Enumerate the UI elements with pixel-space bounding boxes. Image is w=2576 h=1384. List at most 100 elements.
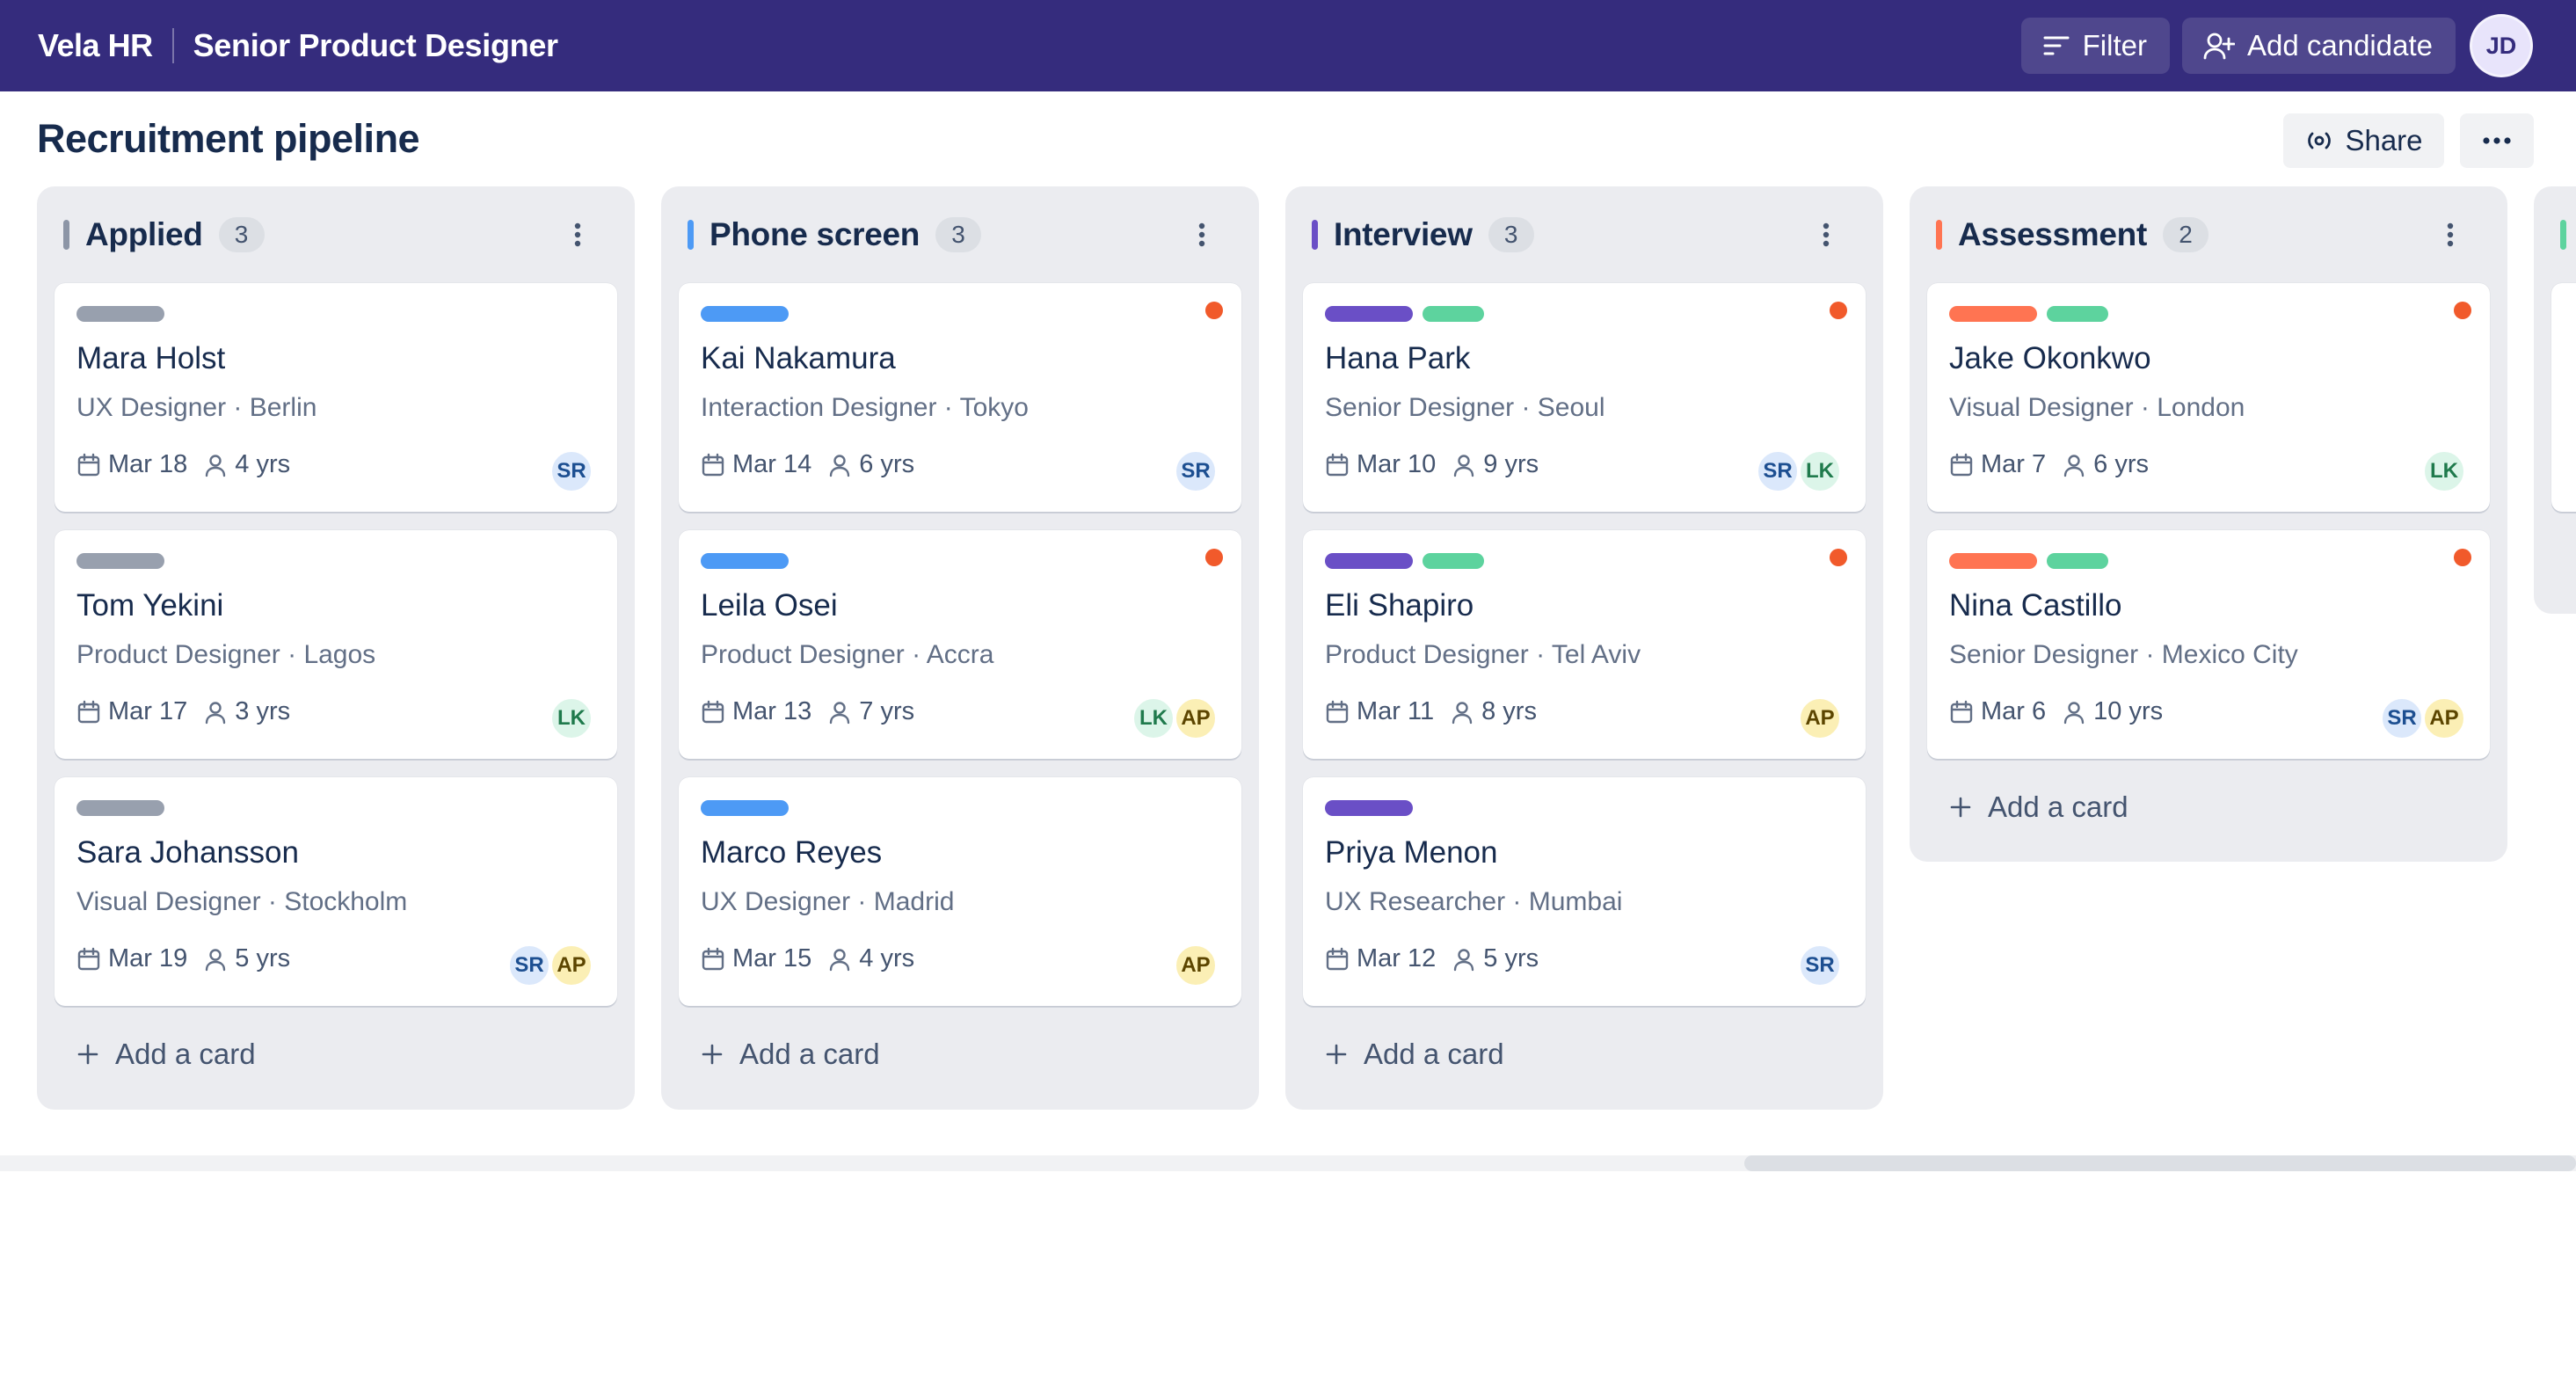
card-labels	[1325, 553, 1494, 569]
assignee-avatar[interactable]: LK	[1798, 449, 1842, 493]
calendar-icon	[702, 453, 724, 476]
assignee-avatar[interactable]: AP	[2422, 696, 2466, 740]
candidate-card[interactable]: Hana Park Senior Designer · Seoul Mar 10 9 …	[1303, 283, 1866, 512]
scrollbar-thumb[interactable]	[1744, 1155, 2576, 1171]
add-user-icon	[2203, 33, 2235, 60]
candidate-name: Nina Castillo	[1949, 588, 2122, 623]
experience: 6 yrs	[859, 450, 915, 478]
candidate-card[interactable]: Jake Okonkwo Visual Designer · London Mar …	[1927, 283, 2490, 512]
horizontal-scrollbar[interactable]	[0, 1155, 2576, 1171]
card-label[interactable]	[1423, 553, 1484, 569]
card-assignees: SR	[549, 449, 593, 493]
applied-date: Mar 14	[732, 450, 812, 478]
candidate-name: Tom Yekini	[76, 588, 224, 623]
assignee-avatar[interactable]: AP	[1174, 696, 1218, 740]
candidate-card[interactable]: Leila Osei Product Designer · Accra Mar 13…	[679, 530, 1241, 759]
column-menu-button[interactable]	[1804, 213, 1848, 257]
candidate-card[interactable]: Sara Johansson Visual Designer · Stockhol…	[55, 777, 617, 1006]
card-label[interactable]	[2047, 553, 2108, 569]
card-meta: Mar 17 3 yrs	[76, 697, 290, 726]
card-assignees: LK	[2422, 449, 2466, 493]
card-assignees: LK	[549, 696, 593, 740]
candidate-card[interactable]	[2551, 283, 2576, 512]
card-meta: Mar 13 7 yrs	[701, 697, 914, 726]
column-menu-button[interactable]	[2428, 213, 2472, 257]
assignee-avatar[interactable]: SR	[1174, 449, 1218, 493]
card-assignees: LK AP	[1132, 696, 1218, 740]
add-card-label: Add a card	[115, 1038, 256, 1070]
card-label[interactable]	[1423, 306, 1484, 322]
priority-dot	[1830, 549, 1847, 566]
candidate-role: Product Designer · Tel Aviv	[1325, 640, 1641, 669]
card-labels	[1325, 306, 1494, 322]
column-accent	[1936, 220, 1942, 250]
card-label[interactable]	[701, 800, 789, 816]
column-title: Applied	[85, 216, 203, 252]
candidate-card[interactable]: Tom Yekini Product Designer · Lagos Mar 17…	[55, 530, 617, 759]
card-label[interactable]	[1949, 306, 2037, 322]
person-icon	[206, 454, 226, 477]
assignee-avatar[interactable]: SR	[2380, 696, 2424, 740]
filter-label: Filter	[2082, 29, 2147, 62]
assignee-avatar[interactable]: LK	[1132, 696, 1175, 740]
assignee-avatar[interactable]: SR	[1756, 449, 1800, 493]
card-label[interactable]	[1325, 553, 1413, 569]
card-label[interactable]	[701, 553, 789, 569]
share-label: Share	[2345, 124, 2423, 157]
candidate-card[interactable]: Mara Holst UX Designer · Berlin Mar 18 4 yr…	[55, 283, 617, 512]
plus-icon	[702, 1044, 723, 1065]
share-button[interactable]: Share	[2283, 113, 2444, 168]
person-icon	[830, 454, 850, 477]
candidate-card[interactable]: Kai Nakamura Interaction Designer · Tokyo…	[679, 283, 1241, 512]
candidate-card[interactable]: Marco Reyes UX Designer · Madrid Mar 15 4 y…	[679, 777, 1241, 1006]
card-meta: Mar 12 5 yrs	[1325, 944, 1539, 973]
brand-logo[interactable]: Vela HR	[38, 27, 153, 63]
add-card-button[interactable]: Add a card	[55, 1006, 617, 1103]
applied-date: Mar 17	[108, 697, 188, 725]
card-label[interactable]	[76, 306, 164, 322]
assignee-avatar[interactable]: LK	[549, 696, 593, 740]
card-label[interactable]	[76, 553, 164, 569]
column-accent	[688, 220, 694, 250]
assignee-avatar[interactable]: AP	[1798, 696, 1842, 740]
more-vertical-icon	[574, 222, 581, 247]
card-label[interactable]	[1949, 553, 2037, 569]
candidate-role: UX Designer · Berlin	[76, 393, 317, 422]
person-icon	[830, 948, 850, 971]
assignee-avatar[interactable]: SR	[507, 943, 551, 987]
add-card-button[interactable]: Add a card	[1303, 1006, 1866, 1103]
more-horizontal-icon	[2483, 137, 2511, 144]
priority-dot	[1205, 549, 1223, 566]
card-meta: Mar 19 5 yrs	[76, 944, 290, 973]
card-labels	[1949, 306, 2118, 322]
add-candidate-button[interactable]: Add candidate	[2181, 18, 2456, 74]
assignee-avatar[interactable]: LK	[2422, 449, 2466, 493]
column-menu-button[interactable]	[1180, 213, 1224, 257]
filter-button[interactable]: Filter	[2020, 18, 2170, 74]
candidate-role: Senior Designer · Seoul	[1325, 393, 1605, 422]
assignee-avatar[interactable]: SR	[1798, 943, 1842, 987]
column-menu-button[interactable]	[556, 213, 600, 257]
card-label[interactable]	[2047, 306, 2108, 322]
person-icon	[206, 701, 226, 724]
card-label[interactable]	[1325, 800, 1413, 816]
assignee-avatar[interactable]: AP	[1174, 943, 1218, 987]
assignee-avatar[interactable]: SR	[549, 449, 593, 493]
card-label[interactable]	[1325, 306, 1413, 322]
add-card-button[interactable]: Add a card	[1927, 759, 2490, 856]
candidate-card[interactable]: Nina Castillo Senior Designer · Mexico Ci…	[1927, 530, 2490, 759]
card-label[interactable]	[701, 306, 789, 322]
candidate-card[interactable]: Eli Shapiro Product Designer · Tel Aviv Ma…	[1303, 530, 1866, 759]
assignee-avatar[interactable]: AP	[549, 943, 593, 987]
candidate-card[interactable]: Priya Menon UX Researcher · Mumbai Mar 12 5…	[1303, 777, 1866, 1006]
column-phone-screen: Phone screen 3 Kai Nakamura Interaction Des…	[661, 186, 1259, 1110]
more-options-button[interactable]	[2460, 113, 2534, 168]
column-interview: Interview 3 Hana Park Senior Designer · Seo…	[1285, 186, 1883, 1110]
person-icon	[2063, 701, 2085, 724]
calendar-icon	[77, 947, 100, 970]
card-meta: Mar 6 10 yrs	[1949, 697, 2163, 726]
column-title: Phone screen	[709, 216, 921, 252]
card-label[interactable]	[76, 800, 164, 816]
add-card-button[interactable]: Add a card	[679, 1006, 1241, 1103]
user-avatar[interactable]: JD	[2470, 14, 2533, 77]
